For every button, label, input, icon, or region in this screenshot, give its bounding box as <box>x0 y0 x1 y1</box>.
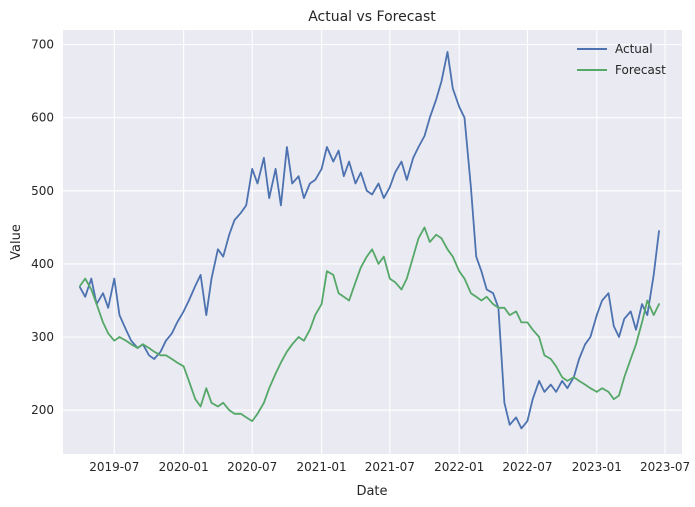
y-axis-label: Value <box>9 224 24 260</box>
grid-lines <box>63 30 682 454</box>
y-tick-label: 400 <box>31 257 54 271</box>
legend-label-forecast: Forecast <box>615 63 666 77</box>
legend: Actual Forecast <box>577 42 666 77</box>
series-line-forecast <box>79 226 660 423</box>
x-tick-labels: 2019-07 2020-01 2020-07 2021-01 2021-07 2022-… <box>89 460 690 474</box>
plot-background <box>63 30 682 454</box>
series-line-actual <box>79 51 660 430</box>
legend-label-actual: Actual <box>615 42 653 56</box>
y-tick-label: 300 <box>31 330 54 344</box>
x-tick-label: 2023-01 <box>572 460 622 474</box>
x-tick-label: 2020-01 <box>159 460 209 474</box>
x-axis-label: Date <box>356 484 387 499</box>
y-tick-label: 600 <box>31 111 54 125</box>
x-tick-label: 2023-07 <box>640 460 690 474</box>
x-tick-label: 2019-07 <box>89 460 139 474</box>
y-tick-labels: 200 300 400 500 600 700 <box>31 38 54 418</box>
y-tick-label: 200 <box>31 403 54 417</box>
x-tick-label: 2022-01 <box>434 460 484 474</box>
chart-title: Actual vs Forecast <box>308 9 436 25</box>
y-tick-label: 700 <box>31 38 54 52</box>
x-tick-label: 2022-07 <box>502 460 552 474</box>
x-tick-label: 2021-01 <box>297 460 347 474</box>
y-tick-label: 500 <box>31 184 54 198</box>
x-tick-label: 2021-07 <box>365 460 415 474</box>
series-lines <box>79 51 660 430</box>
x-tick-label: 2020-07 <box>227 460 277 474</box>
